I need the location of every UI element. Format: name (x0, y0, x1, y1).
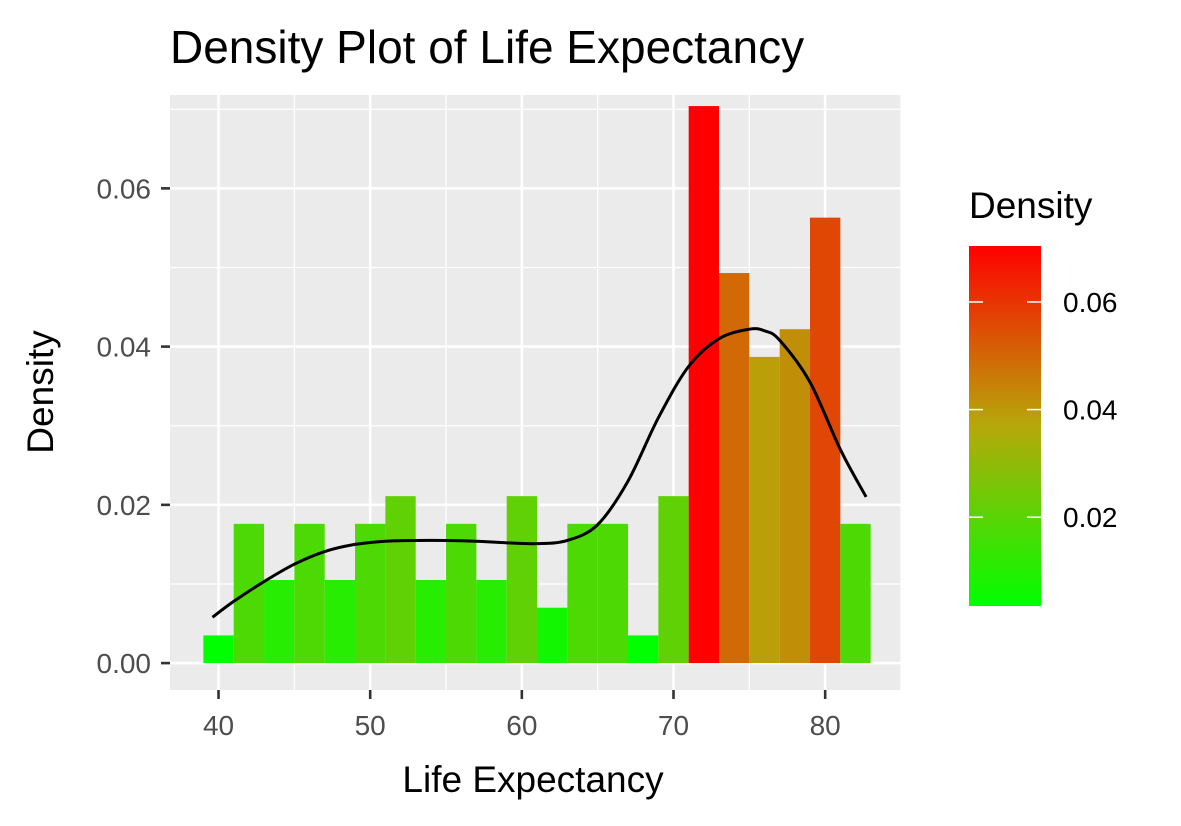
density-curve (211, 327, 868, 619)
histogram-bar (203, 635, 234, 664)
histogram-bar (506, 496, 538, 664)
histogram-bar (476, 580, 507, 664)
y-axis-title: Density (20, 330, 61, 454)
histogram-bar (355, 523, 386, 664)
y-axis: 0.00 0.02 0.04 0.06 (97, 173, 170, 679)
histogram-bar (749, 356, 780, 664)
y-tick-label: 0.04 (97, 332, 152, 363)
histogram-bar (779, 329, 811, 664)
histogram-bar (719, 273, 750, 664)
x-tick-label: 70 (658, 710, 689, 741)
histogram-bar (597, 523, 629, 664)
histogram-bar (688, 106, 720, 664)
histogram-bar (233, 523, 265, 664)
y-tick-label: 0.02 (97, 490, 152, 521)
legend-ticks: 0.02 0.04 0.06 (969, 287, 1118, 533)
histogram-bar (264, 580, 295, 664)
legend: Density 0.02 0.04 0.06 (969, 185, 1118, 606)
y-tick-label: 0.06 (97, 173, 152, 204)
y-tick-label: 0.00 (97, 648, 152, 679)
histogram-bar (446, 523, 477, 664)
histogram-bar (840, 523, 871, 664)
x-axis-title: Life Expectancy (402, 759, 664, 800)
histogram-bar (567, 523, 598, 664)
legend-colorbar (969, 246, 1041, 606)
x-axis: 40 50 60 70 80 (203, 690, 841, 741)
x-tick-label: 50 (355, 710, 386, 741)
chart-title: Density Plot of Life Expectancy (170, 21, 804, 73)
histogram-bar (385, 496, 416, 664)
legend-tick-label: 0.02 (1063, 502, 1118, 533)
histogram-bar (658, 496, 689, 664)
histogram-bar (324, 580, 356, 664)
legend-title: Density (969, 185, 1093, 226)
x-tick-label: 40 (203, 710, 234, 741)
legend-tick-label: 0.04 (1063, 395, 1118, 426)
legend-tick-label: 0.06 (1063, 287, 1118, 318)
histogram-bar (294, 523, 325, 664)
x-tick-label: 60 (506, 710, 537, 741)
histogram-bar (415, 580, 447, 664)
histogram-bar (537, 607, 568, 664)
histogram-bar (628, 635, 659, 664)
x-tick-label: 80 (810, 710, 841, 741)
